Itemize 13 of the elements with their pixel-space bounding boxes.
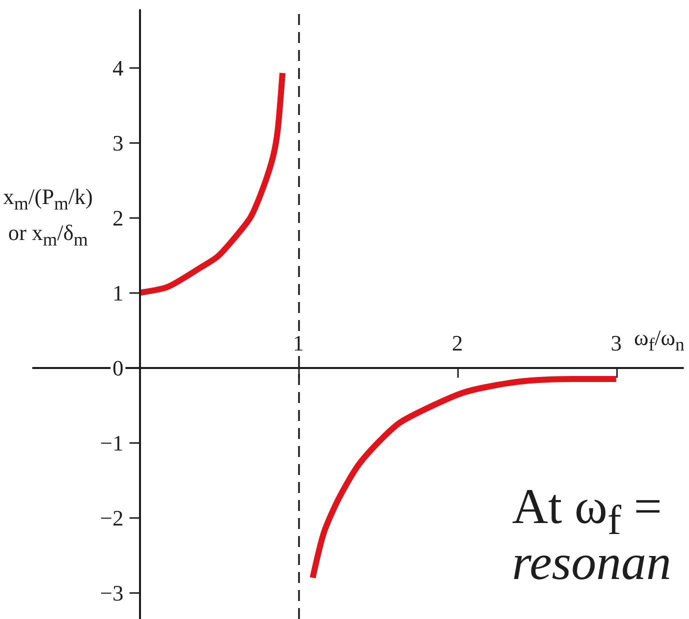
- y-tick-label: −1: [100, 430, 124, 456]
- y-tick-label: −2: [100, 505, 124, 530]
- y-tick-label: 3: [112, 130, 124, 156]
- x-tick-label: 1: [292, 330, 304, 356]
- x-axis-title: ω$_{f}$/ω$_{n}$: [634, 324, 684, 356]
- y-tick-label: 2: [112, 205, 124, 230]
- x-tick-label: 2: [452, 330, 463, 356]
- y-tick-label: 1: [112, 280, 124, 306]
- x-tick-label: 3: [610, 330, 622, 356]
- y-tick-label: −3: [100, 580, 124, 606]
- y-tick-label: 0: [112, 355, 124, 380]
- text: x$_{m}$/(P$_{m}$/k) or x$_{m}$/δ$_{m}$: [3, 184, 93, 250]
- y-tick-label: 4: [112, 55, 124, 80]
